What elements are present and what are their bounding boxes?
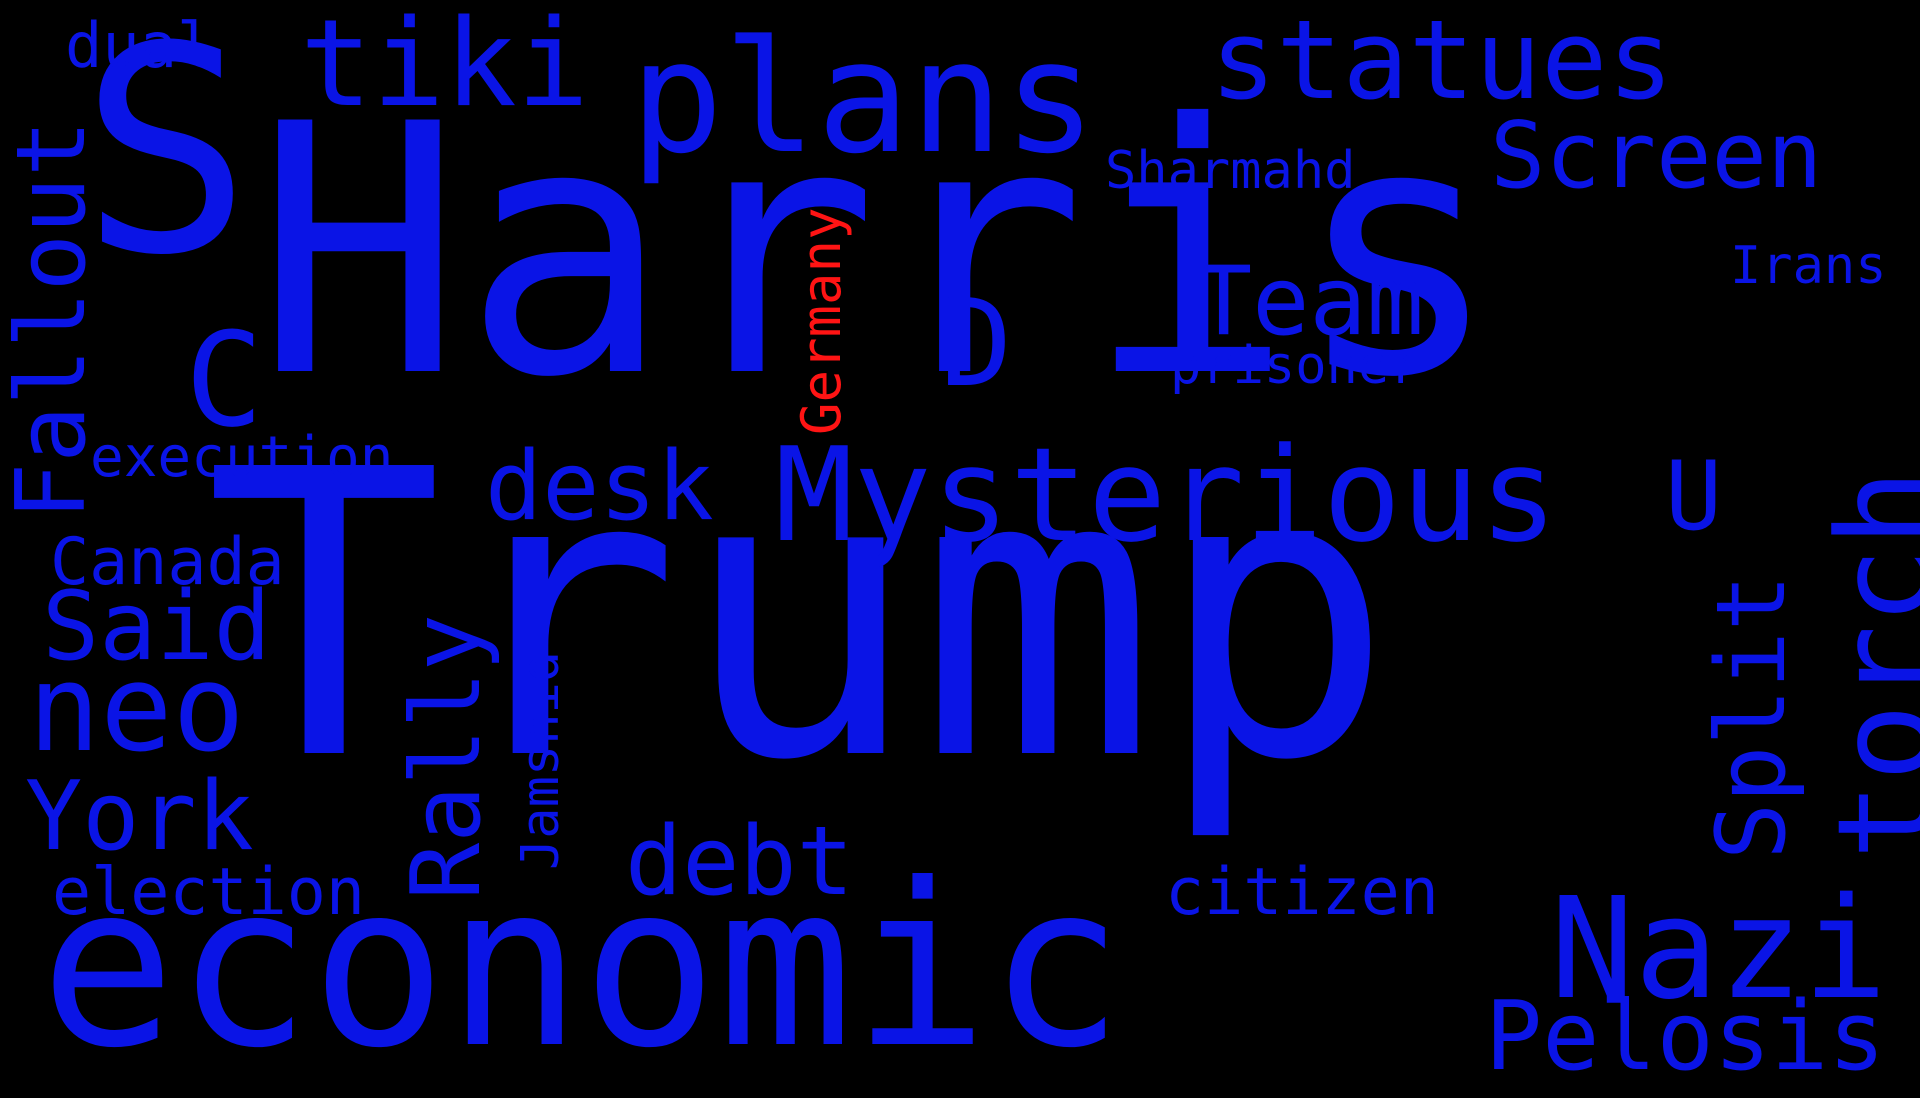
word-citizen: citizen xyxy=(1165,855,1439,930)
word-rally: Rally xyxy=(392,614,502,900)
word-team: Team xyxy=(1195,247,1424,357)
word-mysterious: Mysterious xyxy=(775,419,1558,571)
word-screen: Screen xyxy=(1490,102,1823,209)
word-pelosis: Pelosis xyxy=(1485,982,1886,1092)
word-dual: dual xyxy=(65,9,215,82)
word-sharmahd: Sharmahd xyxy=(1105,141,1356,201)
word-said: Said xyxy=(42,572,271,682)
word-harris: Harris xyxy=(255,52,1502,453)
word-nazi: Nazi xyxy=(1550,868,1888,1031)
word-tiki: tiki xyxy=(300,0,589,134)
word-election: election xyxy=(52,855,366,930)
word-neo: neo xyxy=(28,640,245,779)
word-s: S xyxy=(80,0,252,318)
word-economic: economic xyxy=(40,836,1124,1098)
word-fallout: Fallout xyxy=(0,119,107,520)
word-split: Split xyxy=(1697,574,1807,860)
word-debt: debt xyxy=(625,807,854,917)
word-jamshid: Jamshid xyxy=(511,650,571,870)
word-plans: plans xyxy=(630,7,1097,188)
word-execution: execution xyxy=(90,425,394,490)
word-prisoner: prisoner xyxy=(1170,336,1421,396)
word-d: D xyxy=(940,275,1013,414)
word-irans: Irans xyxy=(1730,236,1887,296)
word-statues: statues xyxy=(1210,0,1674,124)
word-u: U xyxy=(1665,442,1723,552)
word-desk: desk xyxy=(485,432,714,542)
word-torch: torch xyxy=(1809,468,1920,860)
word-germany: Germany xyxy=(790,207,853,435)
word-trump: Trump xyxy=(205,387,1395,847)
word-york: York xyxy=(25,762,254,872)
word-canada: Canada xyxy=(50,525,285,600)
word-c: C xyxy=(185,304,264,456)
